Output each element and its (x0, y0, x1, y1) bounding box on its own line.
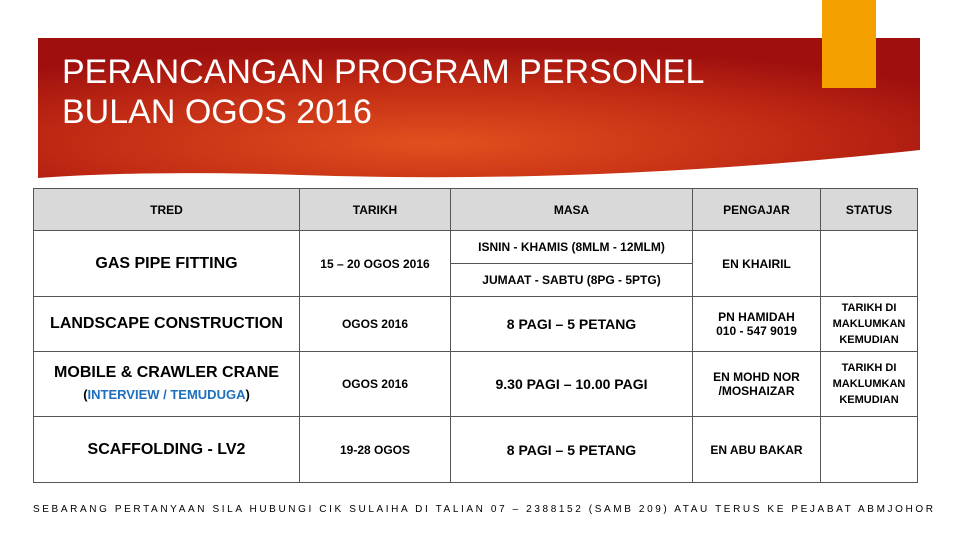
header-cell: TARIKH (299, 188, 451, 231)
status: TARIKH DI MAKLUMKAN KEMUDIAN (820, 296, 918, 352)
pengajar-line: /MOSHAIZAR (718, 384, 795, 398)
status: TARIKH DI MAKLUMKAN KEMUDIAN (820, 351, 918, 417)
row: MOBILE & CRAWLER CRANE (INTERVIEW / TEMUD… (33, 351, 918, 417)
tred-note: (INTERVIEW / TEMUDUGA) (38, 384, 295, 406)
row: LANDSCAPE CONSTRUCTION OGOS 2016 8 PAGI … (33, 296, 918, 352)
tred-name: MOBILE & CRAWLER CRANE (54, 364, 279, 381)
pengajar: EN ABU BAKAR (692, 416, 821, 483)
schedule-table: TRED TARIKH MASA PENGAJAR STATUS GAS PIP… (33, 188, 918, 483)
status (820, 230, 918, 297)
masa: ISNIN - KHAMIS (8MLM - 12MLM) (450, 230, 693, 264)
title-line: BULAN OGOS 2016 (62, 93, 372, 131)
paren: ) (245, 387, 250, 402)
tred: MOBILE & CRAWLER CRANE (INTERVIEW / TEMUD… (33, 351, 300, 417)
tarikh: 15 – 20 OGOS 2016 (299, 230, 451, 297)
banner-shape (38, 38, 920, 178)
pengajar: EN MOHD NOR/MOSHAIZAR (692, 351, 821, 417)
header-cell: MASA (450, 188, 693, 231)
pengajar-line: PN HAMIDAH (718, 310, 795, 324)
accent-tab (822, 0, 876, 88)
tred: LANDSCAPE CONSTRUCTION (33, 296, 300, 352)
tred: GAS PIPE FITTING (33, 230, 300, 297)
tarikh: OGOS 2016 (299, 296, 451, 352)
row: SCAFFOLDING - LV2 19-28 OGOS 8 PAGI – 5 … (33, 416, 918, 483)
title: PERANCANGAN PROGRAM PERSONEL BULAN OGOS … (62, 52, 704, 132)
masa: 9.30 PAGI – 10.00 PAGI (450, 351, 693, 417)
header-row: TRED TARIKH MASA PENGAJAR STATUS (33, 188, 918, 231)
footer: SEBARANG PERTANYAAN SILA HUBUNGI CIK SUL… (33, 504, 933, 515)
status (820, 416, 918, 483)
masa: 8 PAGI – 5 PETANG (450, 296, 693, 352)
tred: SCAFFOLDING - LV2 (33, 416, 300, 483)
header-cell: PENGAJAR (692, 188, 821, 231)
pengajar: EN KHAIRIL (692, 230, 821, 297)
masa: 8 PAGI – 5 PETANG (450, 416, 693, 483)
pengajar-line: EN MOHD NOR (713, 370, 800, 384)
pengajar: PN HAMIDAH 010 - 547 9019 (692, 296, 821, 352)
footer-text: SEBARANG PERTANYAAN SILA HUBUNGI CIK SUL… (33, 504, 933, 515)
banner (38, 0, 920, 178)
header-cell: TRED (33, 188, 300, 231)
masa: JUMAAT - SABTU (8PG - 5PTG) (450, 263, 693, 297)
header-cell: STATUS (820, 188, 918, 231)
paren: ( (83, 387, 88, 402)
tarikh: OGOS 2016 (299, 351, 451, 417)
pengajar-line: 010 - 547 9019 (716, 324, 797, 338)
title-line: PERANCANGAN PROGRAM PERSONEL (62, 53, 705, 91)
row: GAS PIPE FITTING 15 – 20 OGOS 2016 ISNIN… (33, 230, 918, 297)
tarikh: 19-28 OGOS (299, 416, 451, 483)
note: INTERVIEW / TEMUDUGA (87, 387, 246, 402)
